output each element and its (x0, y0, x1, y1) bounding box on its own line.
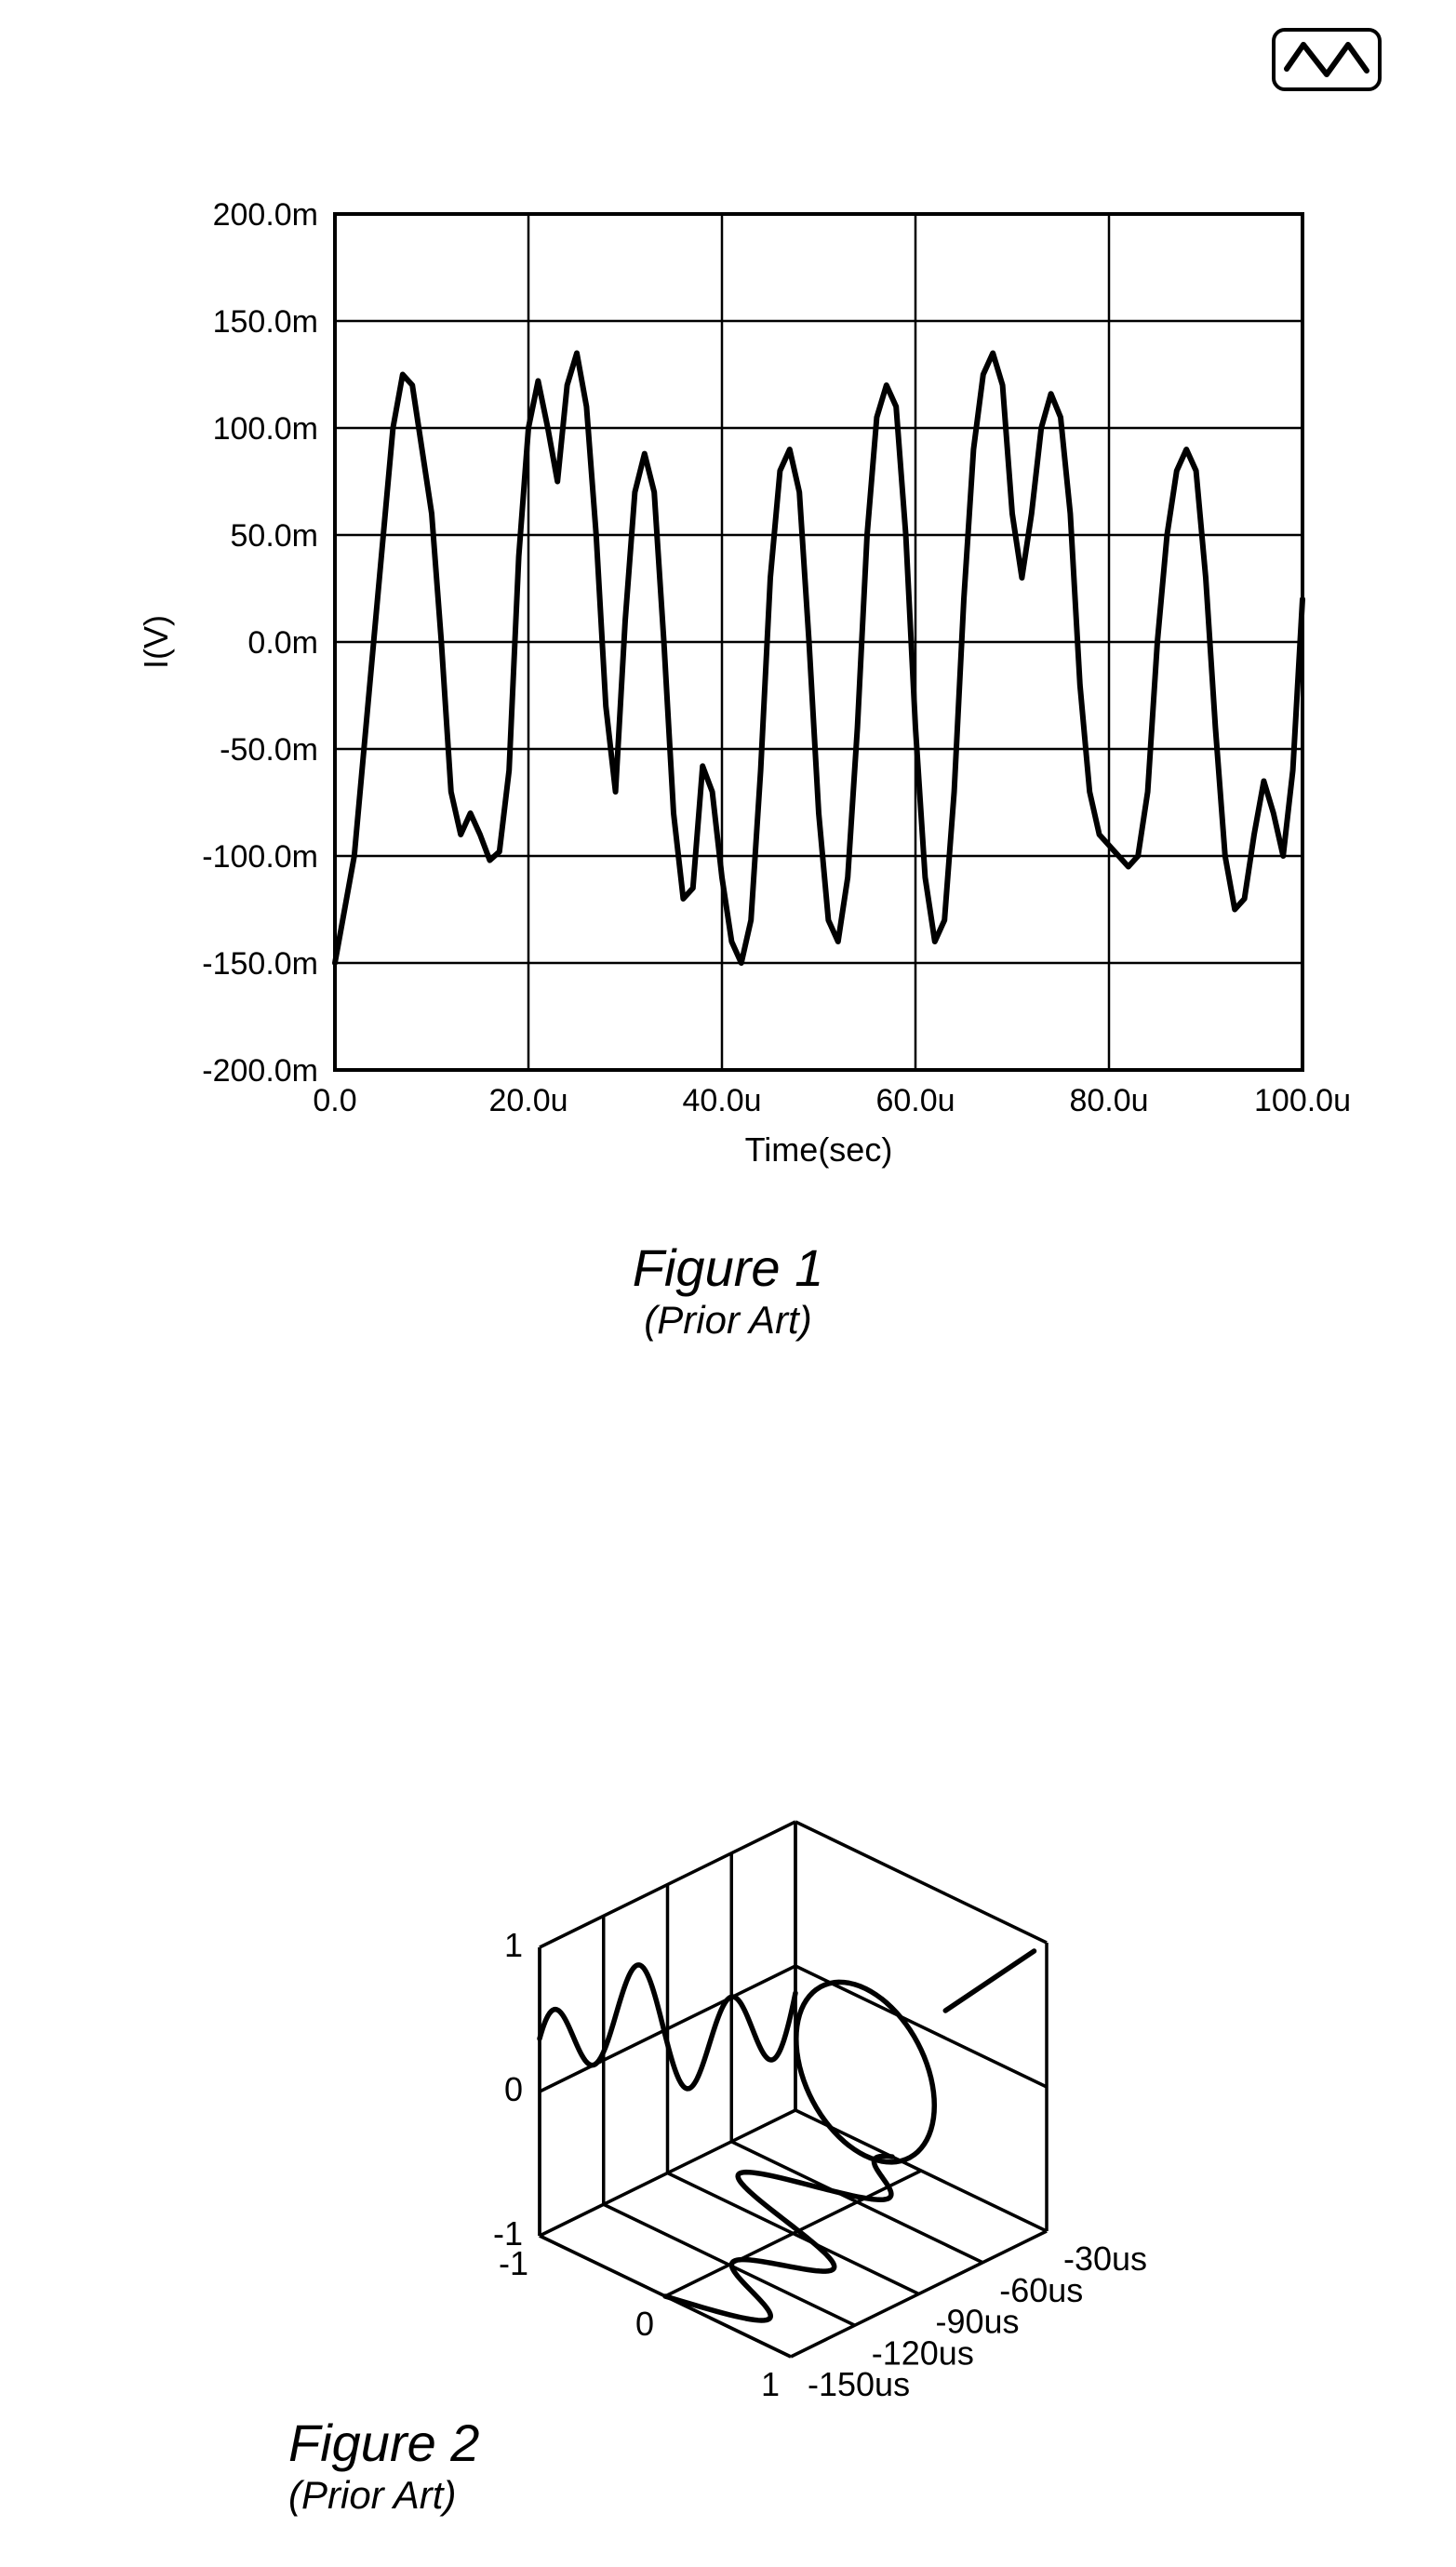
figure1-caption-title: Figure 1 (74, 1237, 1382, 1298)
svg-text:0: 0 (504, 2070, 523, 2108)
svg-text:Time(sec): Time(sec) (745, 1130, 893, 1169)
svg-text:20.0u: 20.0u (488, 1083, 568, 1118)
svg-text:150.0m: 150.0m (213, 304, 318, 340)
svg-text:0.0: 0.0 (313, 1083, 356, 1118)
legend-swatch (1272, 28, 1382, 91)
figure2-caption: Figure 2 (Prior Art) (288, 2413, 1382, 2518)
svg-text:100.0u: 100.0u (1254, 1083, 1351, 1118)
svg-text:60.0u: 60.0u (875, 1083, 955, 1118)
figure2-container: -101-101-150us-120us-90us-60us-30us Figu… (74, 1473, 1382, 2518)
figure1-caption: Figure 1 (Prior Art) (74, 1237, 1382, 1343)
svg-text:1: 1 (504, 1926, 523, 1964)
svg-text:-50.0m: -50.0m (220, 732, 318, 768)
svg-text:0: 0 (635, 2305, 654, 2343)
svg-text:-200.0m: -200.0m (202, 1053, 318, 1089)
svg-text:40.0u: 40.0u (682, 1083, 761, 1118)
svg-text:0.0m: 0.0m (247, 625, 318, 661)
svg-text:100.0m: 100.0m (213, 411, 318, 447)
legend-swatch-icon (1276, 32, 1378, 87)
svg-text:50.0m: 50.0m (231, 518, 319, 554)
figure1-container: 0.0 20.0u 40.0u 60.0u 80.0u 100.0u -200.0m -150… (74, 74, 1382, 1343)
figure1-caption-sub: (Prior Art) (74, 1298, 1382, 1343)
svg-text:-30us: -30us (1063, 2239, 1147, 2278)
svg-text:I(V): I(V) (137, 615, 175, 669)
svg-text:80.0u: 80.0u (1069, 1083, 1148, 1118)
figure1-chart: 0.0 20.0u 40.0u 60.0u 80.0u 100.0u -200.0m -150… (74, 74, 1377, 1219)
svg-text:200.0m: 200.0m (213, 197, 318, 233)
svg-text:-1: -1 (499, 2244, 528, 2282)
svg-text:-100.0m: -100.0m (202, 839, 318, 875)
svg-text:1: 1 (761, 2365, 780, 2403)
figure2-caption-sub: (Prior Art) (288, 2473, 1382, 2518)
figure2-chart: -101-101-150us-120us-90us-60us-30us (74, 1473, 1377, 2450)
svg-text:-150.0m: -150.0m (202, 946, 318, 982)
figure2-caption-title: Figure 2 (288, 2413, 1382, 2473)
